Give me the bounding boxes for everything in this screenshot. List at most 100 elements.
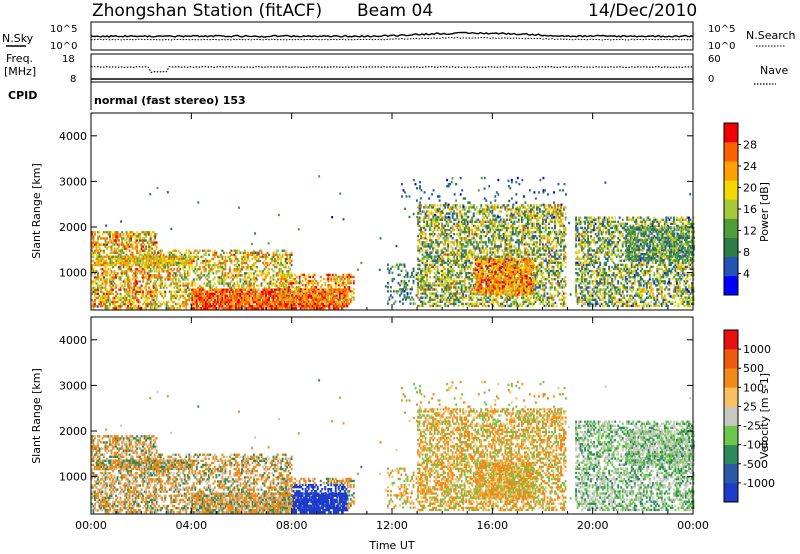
power-cell xyxy=(114,303,116,305)
power-cell xyxy=(135,270,137,272)
power-cell xyxy=(284,294,286,296)
power-cell xyxy=(153,231,155,233)
power-cell xyxy=(285,266,287,268)
power-cell xyxy=(135,284,137,286)
power-cell xyxy=(174,260,176,262)
power-cell xyxy=(173,301,175,303)
power-cell xyxy=(312,288,314,290)
power-cell xyxy=(450,290,452,292)
power-cell xyxy=(447,245,449,247)
power-cell xyxy=(252,307,254,309)
power-cell xyxy=(138,241,140,243)
power-cell xyxy=(431,245,433,247)
power-cell xyxy=(425,212,427,214)
power-cell xyxy=(309,288,311,290)
power-cell xyxy=(94,280,96,282)
power-cell xyxy=(120,293,122,295)
power-cell xyxy=(154,264,156,266)
noise-sky-trace xyxy=(91,33,693,38)
power-cell xyxy=(333,276,335,278)
power-cell xyxy=(109,284,111,286)
power-cell xyxy=(94,299,96,301)
power-cell xyxy=(93,245,95,247)
power-cell xyxy=(238,272,240,274)
power-cell xyxy=(226,260,228,262)
power-cell xyxy=(423,227,425,229)
power-cell xyxy=(465,214,467,216)
power-cell xyxy=(482,223,484,225)
power-cell xyxy=(492,217,494,219)
power-cell xyxy=(452,264,454,266)
power-cell xyxy=(97,272,99,274)
power-cell xyxy=(156,241,158,243)
power-cell xyxy=(419,268,421,270)
power-cell xyxy=(396,263,398,265)
power-cell xyxy=(449,229,451,231)
power-cell xyxy=(255,297,257,299)
power-cell xyxy=(444,243,446,245)
power-cell xyxy=(238,260,240,262)
power-cell xyxy=(291,264,293,266)
power-cell xyxy=(141,266,143,268)
power-cell xyxy=(419,217,421,219)
power-cell xyxy=(205,270,207,272)
power-cell xyxy=(167,262,169,264)
power-cell xyxy=(465,288,467,290)
date-title: 14/Dec/2010 xyxy=(588,1,697,21)
power-cell xyxy=(288,260,290,262)
power-cell xyxy=(480,206,482,208)
power-cell xyxy=(194,289,196,291)
power-cell xyxy=(388,296,390,298)
power-cell xyxy=(281,276,283,278)
power-cell xyxy=(135,305,137,307)
power-cell xyxy=(462,292,464,294)
power-cell xyxy=(413,280,415,282)
power-cell xyxy=(108,241,110,243)
power-cell xyxy=(139,305,141,307)
power-cell xyxy=(308,282,310,284)
power-cell xyxy=(408,280,410,282)
power-cell xyxy=(142,293,144,295)
power-cell xyxy=(395,266,397,268)
power-cell xyxy=(133,301,135,303)
power-cell xyxy=(458,223,460,225)
power-cell xyxy=(132,235,134,237)
power-cell xyxy=(178,264,180,266)
noise-sky-label: N.Sky xyxy=(2,32,34,45)
power-cell xyxy=(128,264,130,266)
power-cell xyxy=(494,253,496,255)
power-cell xyxy=(243,284,245,286)
power-cell xyxy=(209,250,211,252)
power-cell xyxy=(185,276,187,278)
power-cell xyxy=(271,258,273,260)
power-cell xyxy=(191,264,193,266)
power-cell xyxy=(181,274,183,276)
power-cell xyxy=(101,262,103,264)
power-cell xyxy=(476,301,478,303)
power-cell xyxy=(333,296,335,298)
power-cell xyxy=(112,293,114,295)
power-cell xyxy=(221,266,223,268)
power-cell xyxy=(229,270,231,272)
power-cell xyxy=(456,233,458,235)
power-cell xyxy=(456,262,458,264)
power-cell xyxy=(456,243,458,245)
power-cell xyxy=(429,227,431,229)
power-cell xyxy=(465,237,467,239)
power-cell xyxy=(332,274,334,276)
power-cell xyxy=(120,295,122,297)
power-cell xyxy=(414,302,416,304)
power-cell xyxy=(422,249,424,251)
power-cell xyxy=(150,260,152,262)
power-cell xyxy=(236,276,238,278)
power-cell xyxy=(182,295,184,297)
power-cell xyxy=(261,250,263,252)
power-cell xyxy=(459,210,461,212)
power-cell xyxy=(114,299,116,301)
power-cell xyxy=(155,270,157,272)
power-cell xyxy=(241,303,243,305)
power-cell xyxy=(178,303,180,305)
power-cell xyxy=(246,287,248,289)
power-cell xyxy=(495,219,497,221)
power-cell xyxy=(482,227,484,229)
